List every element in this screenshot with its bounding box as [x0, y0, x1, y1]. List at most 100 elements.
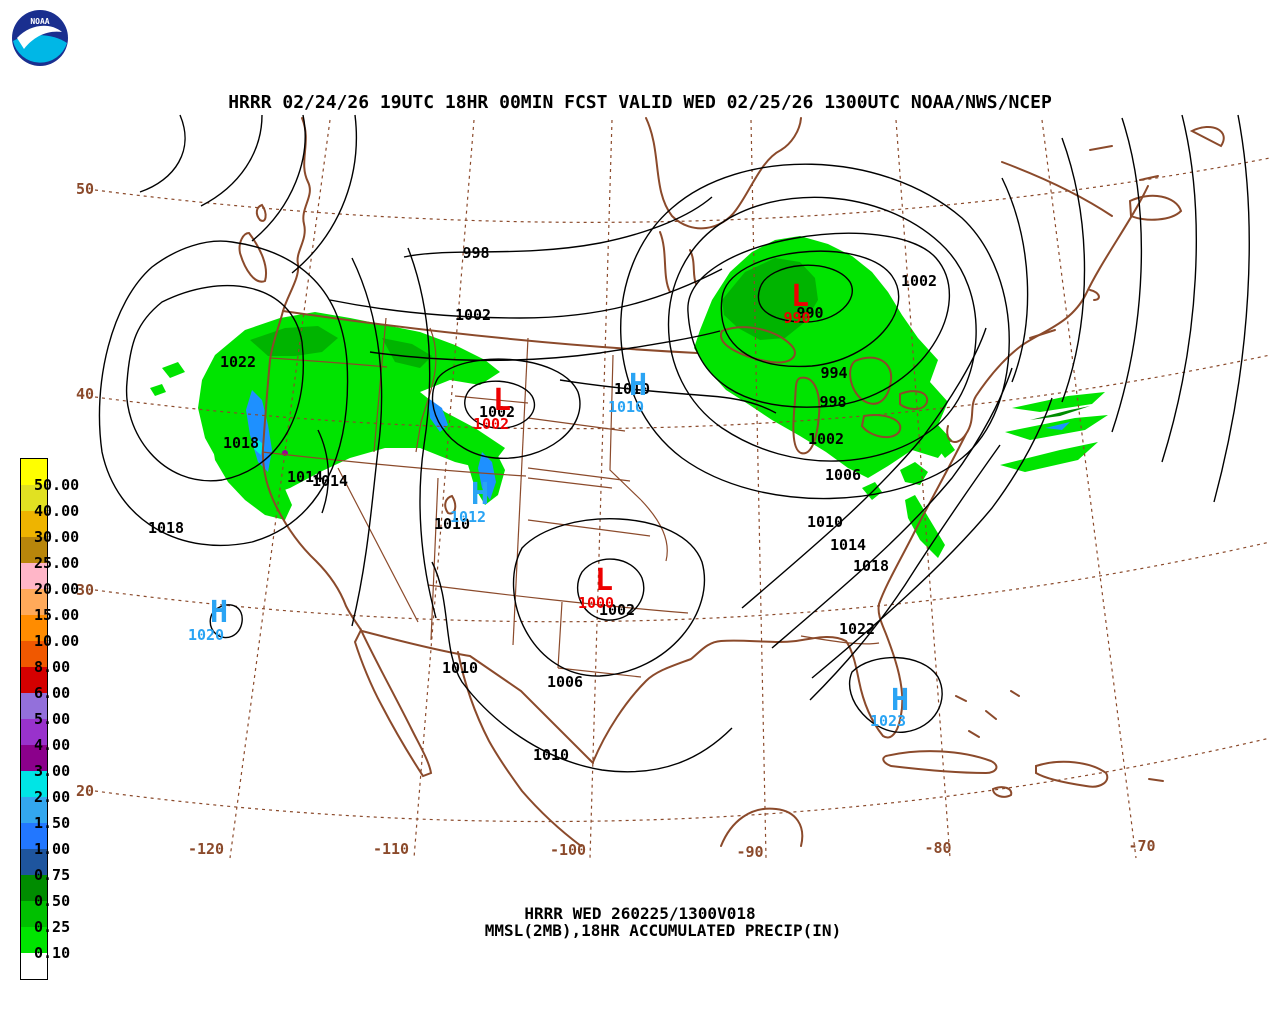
- colorbar-label: 0.25: [34, 918, 71, 936]
- graticule-layer: [94, 119, 1271, 859]
- pressure-contour-label: 1010: [442, 659, 478, 677]
- pressure-contour-label: 1002: [808, 430, 844, 448]
- colorbar-block: [21, 719, 47, 745]
- longitude-label: -80: [924, 839, 951, 857]
- colorbar-block: [21, 615, 47, 641]
- state-borders-layer: [261, 317, 880, 678]
- colorbar-block: [21, 849, 47, 875]
- low-pressure-value: 990: [783, 309, 810, 327]
- low-pressure-marker: L: [791, 279, 809, 314]
- colorbar-block: [21, 511, 47, 537]
- colorbar-label: 5.00: [34, 710, 71, 728]
- pressure-contour-label: 1010: [614, 380, 650, 398]
- colorbar-label: 50.00: [34, 476, 80, 494]
- colorbar-label: 40.00: [34, 502, 80, 520]
- pressure-contours-layer: [98, 114, 1250, 773]
- pressure-contour-label: 998: [462, 244, 489, 262]
- pressure-contour-label: 1010: [533, 746, 569, 764]
- pressure-contour-label: 1018: [853, 557, 889, 575]
- colorbar-label: 6.00: [34, 684, 71, 702]
- pressure-contour-label: 1006: [547, 673, 583, 691]
- colorbar-label: 1.00: [34, 840, 71, 858]
- colorbar-block: [21, 641, 47, 667]
- colorbar-label: 3.00: [34, 762, 71, 780]
- colorbar-block: [21, 589, 47, 615]
- low-pressure-value: 1002: [473, 415, 509, 433]
- footer-run-info: HRRR WED 260225/1300V018: [524, 904, 756, 923]
- low-pressure-marker: L: [595, 563, 613, 598]
- precip-colorbar: [20, 458, 48, 980]
- pressure-contour-label: 1014: [830, 536, 866, 554]
- noaa-logo-graphic: NOAA: [12, 10, 68, 66]
- longitude-label: -120: [188, 840, 224, 858]
- high-pressure-value: 1020: [188, 626, 224, 644]
- pressure-contour-label: 1022: [839, 620, 875, 638]
- colorbar-label: 0.75: [34, 866, 71, 884]
- pressure-contour-label: 1002: [455, 306, 491, 324]
- map-footer: HRRR WED 260225/1300V018 MMSL(2MB),18HR …: [0, 905, 1280, 939]
- colorbar-block: [21, 927, 47, 953]
- colorbar-label: 10.00: [34, 632, 80, 650]
- pressure-contour-label: 990: [796, 304, 823, 322]
- colorbar-label: 25.00: [34, 554, 80, 572]
- colorbar-label: 8.00: [34, 658, 71, 676]
- map-labels-layer: 50 40 30 20 -120 -110 -100 -90 -80 -70 998 1002 1022…: [76, 180, 1156, 861]
- colorbar-block: [21, 485, 47, 511]
- colorbar-block: [21, 823, 47, 849]
- longitude-label: -110: [373, 840, 409, 858]
- high-pressure-value: 1010: [608, 398, 644, 416]
- colorbar-block: [21, 875, 47, 901]
- longitude-label: -100: [550, 841, 586, 859]
- pressure-contour-label: 1006: [825, 466, 861, 484]
- latitude-label: 40: [76, 385, 94, 403]
- pressure-contour-label: 1018: [223, 434, 259, 452]
- noaa-logo: NOAA: [10, 8, 70, 68]
- colorbar-label: 2.00: [34, 788, 71, 806]
- colorbar-block: [21, 771, 47, 797]
- colorbar-block: [21, 563, 47, 589]
- pressure-contour-label: 1018: [148, 519, 184, 537]
- pressure-contour-label: 1014: [287, 468, 323, 486]
- pressure-contour-label: 1010: [807, 513, 843, 531]
- high-pressure-value: 1023: [870, 712, 906, 730]
- pressure-contour-label: 1002: [479, 403, 515, 421]
- colorbar-label: 20.00: [34, 580, 80, 598]
- pressure-contour-label: 1014: [312, 472, 348, 490]
- colorbar-block: [21, 797, 47, 823]
- pressure-contour-label: 1010: [434, 515, 470, 533]
- colorbar-block: [21, 953, 47, 979]
- colorbar-label: 30.00: [34, 528, 80, 546]
- longitude-label: -70: [1128, 837, 1155, 855]
- pressure-contour-label: 998: [819, 393, 846, 411]
- latitude-label: 30: [76, 581, 94, 599]
- colorbar-block: [21, 693, 47, 719]
- high-pressure-marker: H: [629, 368, 647, 403]
- high-pressure-value: 1012: [450, 508, 486, 526]
- latitude-label: 50: [76, 180, 94, 198]
- noaa-logo-text: NOAA: [30, 17, 49, 26]
- colorbar-block: [21, 745, 47, 771]
- colorbar-block: [21, 537, 47, 563]
- low-pressure-marker: L: [493, 383, 511, 418]
- geography-layer: [238, 117, 1225, 847]
- colorbar-label: 0.10: [34, 944, 71, 962]
- colorbar-label: 1.50: [34, 814, 71, 832]
- pressure-contour-label: 1002: [599, 601, 635, 619]
- high-pressure-marker: H: [210, 595, 228, 630]
- footer-product-info: MMSL(2MB),18HR ACCUMULATED PRECIP(IN): [484, 921, 842, 940]
- pressure-contour-label: 1002: [901, 272, 937, 290]
- high-pressure-marker: H: [891, 683, 909, 718]
- pressure-contour-label: 994: [820, 364, 847, 382]
- colorbar-block: [21, 901, 47, 927]
- colorbar-label: 4.00: [34, 736, 71, 754]
- pressure-contour-label: 1022: [220, 353, 256, 371]
- high-pressure-marker: H: [471, 477, 489, 512]
- colorbar-label: 0.50: [34, 892, 71, 910]
- low-pressure-value: 1000: [578, 594, 614, 612]
- colorbar-block: [21, 667, 47, 693]
- latitude-label: 20: [76, 782, 94, 800]
- colorbar-block: [21, 459, 47, 485]
- colorbar-label: 15.00: [34, 606, 80, 624]
